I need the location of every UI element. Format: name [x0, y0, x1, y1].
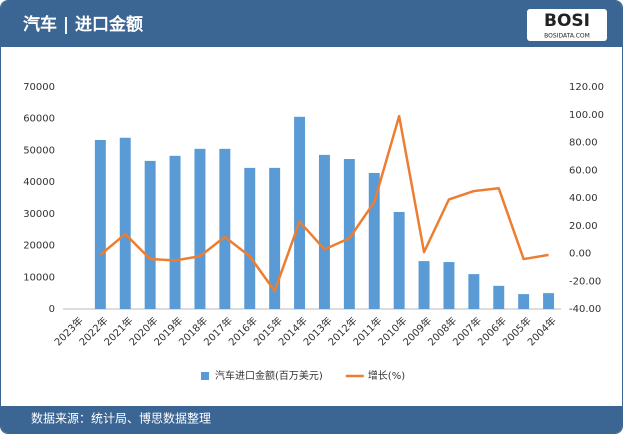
bar [94, 139, 106, 309]
bar [119, 137, 131, 309]
y-tick-label: 20000 [23, 241, 55, 252]
y2-tick-label: 40.00 [569, 193, 598, 204]
bar [269, 167, 281, 309]
logo-box [527, 9, 607, 41]
logo-sub: BOSIDATA.COM [544, 33, 590, 40]
bar [219, 148, 231, 309]
y2-tick-label: -40.00 [569, 304, 601, 315]
y-tick-label: 60000 [23, 114, 55, 125]
legend-swatch [201, 372, 209, 380]
y-tick-label: 50000 [23, 145, 55, 156]
y-tick-label: 30000 [23, 209, 55, 220]
bar [393, 211, 405, 309]
bar [493, 285, 505, 309]
line [99, 114, 549, 293]
y2-tick-label: 0.00 [569, 249, 591, 260]
legend-label: 汽车进口金额(百万美元) [215, 369, 323, 382]
logo: BOSI [544, 11, 590, 31]
bar [194, 148, 206, 309]
y2-tick-label: 100.00 [569, 110, 604, 121]
y2-tick-label: 80.00 [569, 138, 598, 149]
y-tick-label: 70000 [23, 82, 55, 93]
y2-tick-label: -20.00 [569, 276, 601, 287]
bar [144, 160, 156, 309]
bar [418, 261, 430, 309]
y-tick-label: 40000 [23, 177, 55, 188]
bar [368, 172, 380, 309]
bar [518, 294, 530, 309]
bar [468, 274, 480, 309]
y2-tick-label: 120.00 [569, 82, 604, 93]
header-title: 汽车 | 进口金额 [23, 14, 143, 35]
footer-bar [1, 406, 622, 433]
bar [244, 167, 256, 309]
bar [294, 116, 306, 309]
header-bar [1, 1, 622, 47]
y2-tick-label: 20.00 [569, 221, 598, 232]
bar [318, 154, 330, 309]
legend-label: 增长(%) [368, 369, 405, 382]
y-tick-label: 10000 [23, 272, 55, 283]
bar [169, 155, 181, 309]
footer-source: 数据来源：统计局、博思数据整理 [31, 411, 211, 426]
bar [343, 158, 355, 309]
bar [443, 262, 455, 309]
y-tick-label: 0 [49, 304, 55, 315]
bar [543, 293, 555, 309]
y2-tick-label: 60.00 [569, 165, 598, 176]
